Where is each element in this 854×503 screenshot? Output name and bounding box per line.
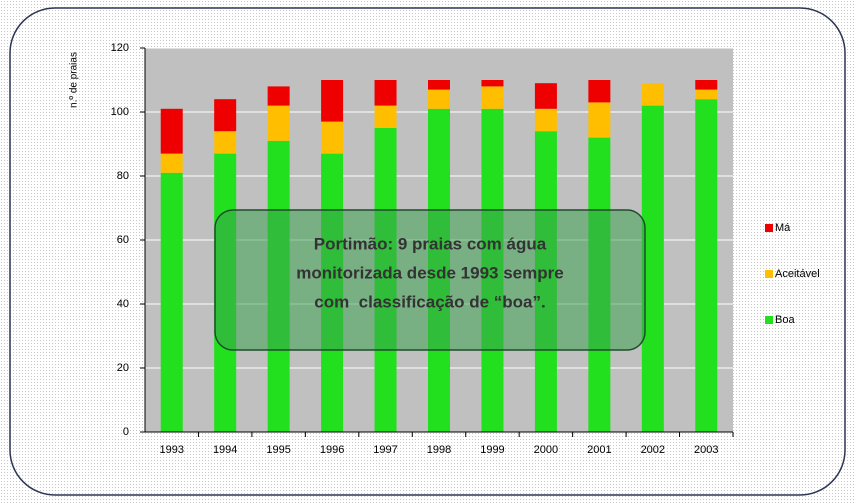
legend-swatch — [765, 316, 773, 324]
legend-swatch — [765, 224, 773, 232]
y-tick-label: 80 — [117, 170, 129, 182]
legend-label: Má — [775, 222, 791, 234]
y-axis-label: n.º de praias — [69, 52, 80, 108]
bar-segment — [695, 99, 718, 432]
y-tick-label: 100 — [111, 106, 129, 118]
legend-label: Boa — [775, 314, 795, 326]
x-tick-label: 2002 — [641, 444, 665, 456]
x-tick-label: 1993 — [159, 444, 183, 456]
bar-segment — [695, 80, 718, 90]
bar-segment — [160, 172, 183, 433]
bar-segment — [588, 80, 611, 103]
legend-swatch — [765, 270, 773, 278]
bar-segment — [374, 105, 397, 128]
bar-segment — [695, 89, 718, 100]
bar-segment — [588, 102, 611, 138]
bar-segment — [214, 131, 237, 154]
x-tick-label: 2001 — [587, 444, 611, 456]
legend-label: Aceitável — [775, 268, 820, 280]
bar-segment — [534, 83, 557, 109]
bar-segment — [321, 80, 344, 122]
annotation-text: com classificação de “boa”. — [314, 292, 545, 311]
x-tick-label: 1999 — [480, 444, 504, 456]
y-tick-label: 40 — [117, 298, 129, 310]
y-tick-label: 120 — [111, 42, 129, 54]
x-tick-label: 1997 — [373, 444, 397, 456]
bar-segment — [534, 108, 557, 132]
annotation-text: Portimão: 9 praias com água — [314, 234, 547, 253]
bar-segment — [428, 89, 450, 109]
bar-segment — [160, 153, 183, 173]
annotation-text: monitorizada desde 1993 sempre — [296, 263, 563, 282]
bar-segment — [267, 105, 290, 141]
frame — [9, 7, 846, 496]
x-tick-label: 1994 — [213, 444, 237, 456]
y-tick-label: 60 — [117, 234, 129, 246]
bar-segment — [481, 86, 504, 109]
x-tick-label: 2003 — [694, 444, 718, 456]
bar-segment — [321, 121, 344, 154]
bar-segment — [641, 83, 664, 106]
x-tick-label: 1995 — [266, 444, 290, 456]
bar-segment — [214, 99, 237, 132]
x-tick-label: 1996 — [320, 444, 344, 456]
y-tick-label: 0 — [123, 426, 129, 438]
bar-segment — [428, 80, 450, 90]
annotation-box — [214, 209, 646, 351]
y-tick-label: 20 — [117, 362, 129, 374]
bar-segment — [160, 108, 183, 154]
bar-segment — [267, 86, 290, 106]
x-tick-label: 1998 — [427, 444, 451, 456]
bar-segment — [481, 80, 504, 87]
x-tick-label: 2000 — [534, 444, 558, 456]
bar-segment — [374, 80, 397, 106]
bar-segment — [641, 105, 664, 432]
